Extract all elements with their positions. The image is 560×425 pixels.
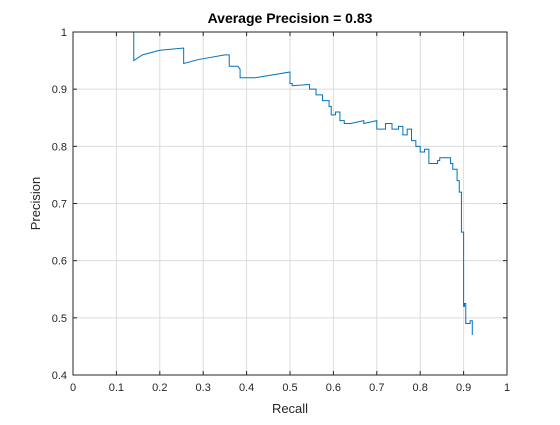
ticks: 0 0.1 0.2 0.3 0.4 0.5 0.6 0.7 0.8 0.9 1 0.4 0.5 0.6 0.… (52, 27, 510, 394)
x-tick-label: 0.4 (239, 382, 254, 394)
x-tick-label: 0 (70, 382, 76, 394)
precision-recall-line (73, 31, 473, 335)
y-tick-label: 0.6 (52, 256, 67, 268)
x-tick-label: 0.9 (456, 382, 471, 394)
y-tick-label: 1 (61, 27, 67, 39)
y-axis-label: Precision (28, 177, 43, 230)
y-tick-label: 0.4 (52, 370, 67, 382)
x-tick-label: 0.8 (413, 382, 428, 394)
y-tick-label: 0.7 (52, 199, 67, 211)
chart-title: Average Precision = 0.83 (208, 10, 373, 26)
x-tick-label: 0.1 (109, 382, 124, 394)
y-tick-label: 0.5 (52, 313, 67, 325)
x-axis-label: Recall (272, 401, 308, 416)
y-tick-label: 0.9 (52, 84, 67, 96)
x-tick-label: 1 (504, 382, 510, 394)
x-tick-label: 0.7 (369, 382, 384, 394)
x-tick-label: 0.3 (196, 382, 211, 394)
x-tick-label: 0.5 (282, 382, 297, 394)
x-tick-label: 0.2 (152, 382, 167, 394)
x-tick-label: 0.6 (326, 382, 341, 394)
y-tick-label: 0.8 (52, 141, 67, 153)
series-layer (73, 31, 473, 335)
